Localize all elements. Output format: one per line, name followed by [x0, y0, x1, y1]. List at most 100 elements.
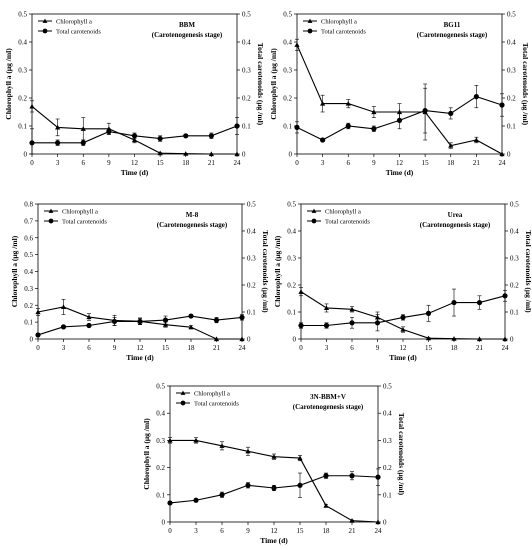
x-tick-label: 24 [502, 344, 510, 352]
legend-marker-circle [307, 28, 313, 34]
y-right-tick-label: 0.1 [242, 123, 251, 131]
data-point-circle [219, 492, 225, 498]
x-tick-label: 12 [271, 527, 279, 535]
y-right-tick-label: 0.1 [247, 309, 256, 317]
chart-subtitle: (Carotenogenesis stage) [157, 221, 228, 229]
legend-label: Chlorophyll a [325, 208, 361, 215]
x-axis-label: Time (d) [389, 353, 417, 362]
y-right-tick-label: 0 [383, 519, 387, 527]
x-tick-label: 12 [137, 344, 145, 352]
y-right-tick-label: 0.3 [383, 437, 392, 445]
y-right-tick-label: 0.4 [507, 39, 516, 47]
x-tick-label: 15 [157, 159, 165, 167]
y-left-tick-label: 0.3 [24, 285, 33, 293]
y-right-tick-label: 0.5 [242, 11, 251, 19]
chart-title: BG11 [444, 21, 461, 29]
x-axis-label: Time (d) [260, 536, 288, 545]
data-point-triangle [157, 150, 163, 156]
y-left-tick-label: 0.3 [18, 67, 27, 75]
x-tick-label: 18 [323, 527, 331, 535]
chart-panel-3: 0 3 6 9 12 15 18 21 2400.10.20.30.40.50.60.70.80… [10, 201, 270, 363]
x-tick-label: 21 [349, 527, 357, 535]
y-right-tick-label: 0.4 [242, 39, 251, 47]
y-left-tick-label: 0.3 [156, 437, 165, 445]
data-point-triangle [297, 455, 303, 461]
data-point-triangle [345, 101, 351, 106]
data-point-triangle [298, 289, 304, 294]
x-tick-label: 0 [299, 344, 303, 352]
y-right-tick-label: 0.5 [383, 383, 392, 391]
x-tick-label: 18 [188, 344, 196, 352]
y-right-tick-label: 0.2 [507, 95, 516, 103]
y-right-tick-label: 0.2 [242, 95, 251, 103]
x-tick-label: 6 [347, 159, 351, 167]
chart-title: Urea [448, 211, 463, 219]
data-point-triangle [349, 518, 355, 523]
data-point-triangle [473, 137, 479, 143]
data-point-circle [86, 322, 92, 329]
legend-marker-circle [180, 400, 186, 406]
y-right-tick-label: 0 [507, 151, 511, 159]
y-left-tick-label: 0.1 [18, 123, 27, 131]
data-point-triangle [131, 137, 138, 143]
y-right-tick-label: 0.5 [247, 201, 256, 209]
x-tick-label: 12 [396, 159, 404, 167]
y-left-axis-label: Chlorophyll a (μg /ml) [10, 235, 19, 307]
x-tick-label: 9 [376, 344, 380, 352]
x-tick-label: 6 [350, 344, 354, 352]
y-left-axis-label: Chlorophyll a (μg /ml) [4, 48, 13, 120]
x-tick-label: 9 [372, 159, 376, 167]
y-right-tick-label: 0.3 [242, 67, 251, 75]
data-point-circle [476, 299, 483, 306]
data-point-triangle [400, 326, 406, 332]
y-left-tick-label: 0.5 [283, 11, 292, 19]
y-left-tick-label: 0.4 [156, 410, 165, 418]
data-point-triangle [448, 143, 454, 148]
data-point-circle [35, 332, 41, 338]
data-point-circle [55, 140, 61, 146]
y-left-tick-label: 0.2 [18, 95, 27, 103]
series-line-1 [31, 105, 237, 155]
legend-label: Total carotenoids [56, 28, 101, 35]
y-left-tick-label: 0.2 [24, 302, 33, 310]
y-left-tick-label: 0.5 [287, 201, 296, 209]
x-tick-label: 15 [422, 159, 430, 167]
data-point-triangle [323, 503, 329, 508]
data-point-triangle [271, 454, 277, 459]
data-point-circle [234, 123, 240, 129]
chart-panel-4: 0 3 6 9 12 15 18 21 2400.10.20.30.40.500.10.20.3… [273, 201, 532, 363]
y-right-axis-label: Total carotenoids (μg /ml) [397, 413, 406, 496]
x-tick-label: 24 [239, 344, 247, 352]
legend-marker-circle [48, 218, 54, 224]
chart-title: M-8 [186, 211, 199, 219]
chart-panel-5: 0 3 6 9 12 15 18 21 2400.10.20.30.40.500.10.20.3… [142, 383, 406, 546]
data-point-circle [157, 136, 163, 142]
y-right-tick-label: 0.2 [247, 282, 256, 290]
data-point-circle [374, 320, 381, 326]
chart-subtitle: (Carotenogenesis stage) [152, 31, 223, 39]
data-point-circle [80, 140, 86, 146]
data-point-triangle [245, 448, 251, 454]
x-tick-label: 15 [162, 344, 170, 352]
y-left-tick-label: 0.1 [156, 491, 165, 499]
y-left-tick-label: 0.3 [283, 67, 292, 75]
legend-label: Chlorophyll a [56, 18, 92, 25]
y-left-tick-label: 0.5 [18, 11, 27, 19]
data-point-circle [29, 140, 35, 146]
x-tick-label: 0 [168, 527, 172, 535]
data-point-circle [375, 474, 381, 480]
x-tick-label: 3 [56, 159, 60, 167]
data-point-triangle [451, 336, 457, 341]
y-right-tick-label: 0.4 [247, 228, 256, 236]
data-point-circle [193, 497, 199, 503]
data-point-circle [371, 126, 377, 132]
y-right-axis-label: Total carotenoids (μg /ml) [524, 230, 532, 313]
legend-marker-triangle [307, 18, 313, 23]
x-tick-label: 6 [82, 159, 86, 167]
legend-label: Chlorophyll a [194, 390, 230, 397]
data-point-triangle [167, 437, 173, 443]
x-tick-label: 21 [213, 344, 221, 352]
data-point-circle [162, 317, 169, 323]
data-point-triangle [349, 306, 355, 312]
